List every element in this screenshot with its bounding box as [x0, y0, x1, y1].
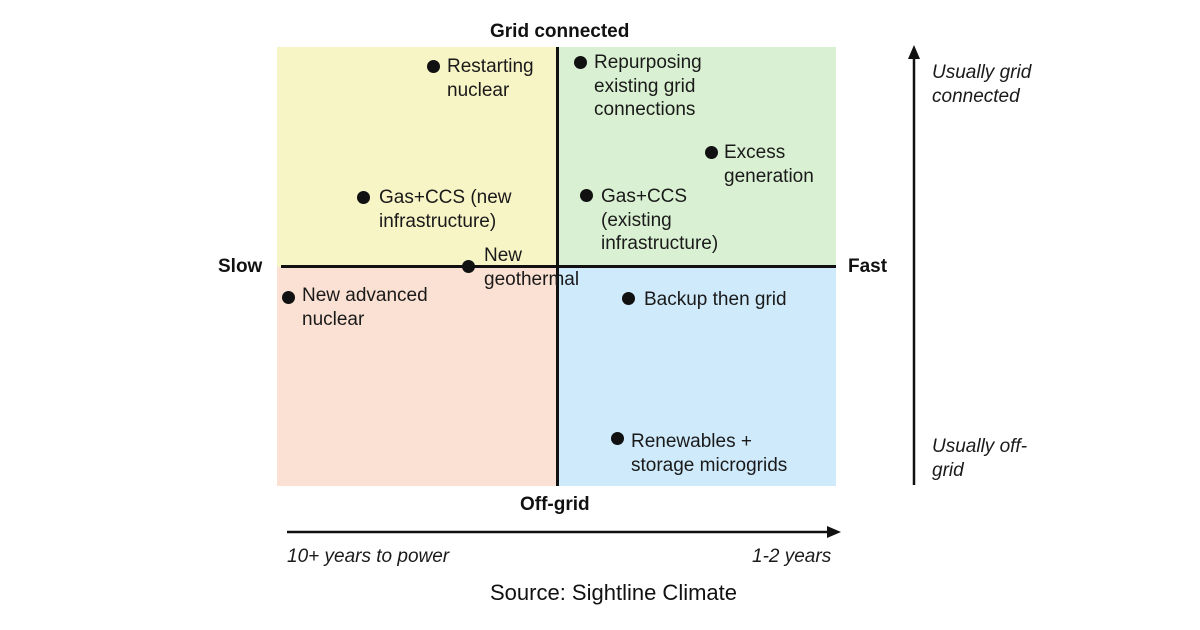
- point-dot: [357, 191, 370, 204]
- quadrant-fast-off-grid: [557, 267, 836, 486]
- point-dot: [427, 60, 440, 73]
- point-dot: [574, 56, 587, 69]
- x-axis-arrow-icon: [287, 526, 841, 538]
- point-dot: [611, 432, 624, 445]
- y-axis-label-grid-connected: Usually grid connected: [932, 62, 1032, 107]
- point-dot: [580, 189, 593, 202]
- point-dot: [622, 292, 635, 305]
- point-label: New advanced nuclear: [302, 285, 428, 330]
- quadrant-slow-off-grid: [277, 267, 557, 486]
- point-dot: [705, 146, 718, 159]
- point-label: Backup then grid: [644, 289, 787, 310]
- quadrant-slow-grid-connected: [277, 47, 557, 267]
- point-label: Repurposing existing grid connections: [594, 52, 702, 120]
- point-label: Gas+CCS (new infrastructure): [379, 187, 512, 232]
- axis-label-grid-connected: Grid connected: [490, 21, 630, 42]
- axis-label-slow: Slow: [218, 256, 263, 277]
- y-axis-arrow-icon: [908, 45, 920, 485]
- point-dot: [462, 260, 475, 273]
- horizontal-divider: [281, 265, 836, 268]
- point-dot: [282, 291, 295, 304]
- point-label: Excess generation: [724, 142, 814, 187]
- x-axis-label-slow: 10+ years to power: [287, 546, 450, 567]
- point-label: New geothermal: [484, 245, 580, 290]
- source-caption: Source: Sightline Climate: [490, 580, 738, 605]
- x-axis-label-fast: 1-2 years: [752, 546, 832, 567]
- axis-label-off-grid: Off-grid: [520, 494, 590, 515]
- quadrant-fast-grid-connected: [557, 47, 836, 267]
- point-label: Gas+CCS (existing infrastructure): [601, 186, 719, 254]
- y-axis-label-off-grid: Usually off-grid: [932, 436, 1028, 481]
- point-label: Restarting nuclear: [447, 56, 534, 101]
- point-label: Renewables + storage microgrids: [631, 431, 788, 476]
- axis-label-fast: Fast: [848, 256, 888, 277]
